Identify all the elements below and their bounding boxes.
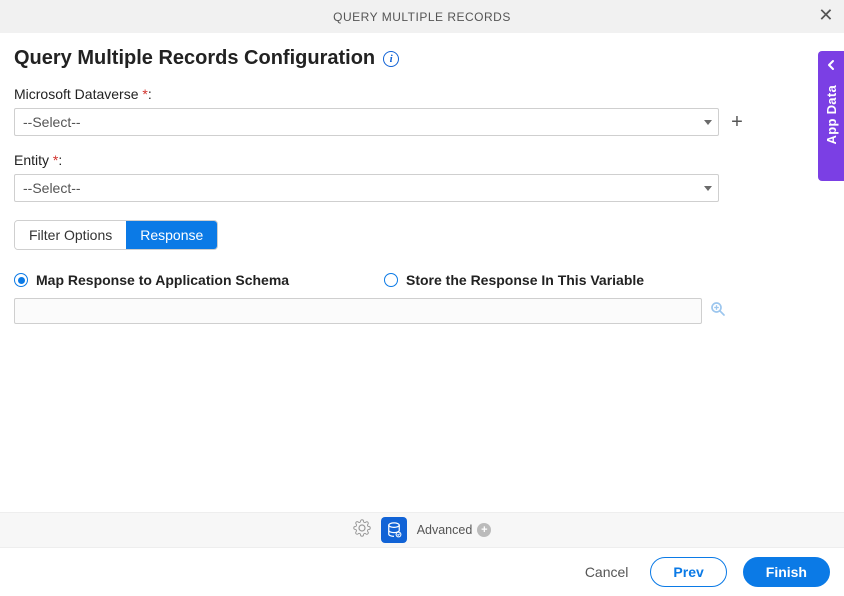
entity-label: Entity [14, 152, 53, 168]
dialog-content: Query Multiple Records Configuration i M… [0, 33, 844, 324]
page-title: Query Multiple Records Configuration [14, 47, 375, 70]
required-marker: * [142, 86, 147, 102]
advanced-bar: Advanced + [0, 512, 844, 548]
gear-icon[interactable] [353, 519, 371, 542]
advanced-toggle[interactable]: Advanced + [417, 523, 492, 537]
entity-select[interactable]: --Select-- [14, 174, 719, 202]
chevron-down-icon [704, 120, 712, 125]
page-title-row: Query Multiple Records Configuration i [14, 47, 830, 70]
advanced-label: Advanced [417, 523, 473, 537]
dataverse-select[interactable]: --Select-- [14, 108, 719, 136]
entity-select-row: --Select-- [14, 174, 830, 202]
dialog-title: QUERY MULTIPLE RECORDS [333, 10, 511, 24]
radio-store-variable[interactable]: Store the Response In This Variable [384, 272, 644, 288]
search-icon[interactable] [710, 301, 726, 322]
radio-store-label: Store the Response In This Variable [406, 272, 644, 288]
dataverse-select-row: --Select-- + [14, 108, 830, 136]
schema-input[interactable] [14, 298, 702, 324]
chevron-down-icon [704, 186, 712, 191]
cancel-button[interactable]: Cancel [579, 564, 635, 580]
entity-label-row: Entity *: [14, 152, 830, 168]
footer-bar: Cancel Prev Finish [0, 548, 844, 596]
dataverse-label-row: Microsoft Dataverse *: [14, 86, 830, 102]
required-marker: * [53, 152, 58, 168]
side-tab-label: App Data [824, 85, 839, 144]
finish-button[interactable]: Finish [743, 557, 830, 587]
app-data-side-tab[interactable]: App Data [818, 51, 844, 181]
tab-filter-options[interactable]: Filter Options [15, 221, 126, 249]
radio-checked-icon [14, 273, 28, 287]
entity-select-value: --Select-- [23, 180, 81, 196]
radio-row: Map Response to Application Schema Store… [14, 272, 830, 288]
close-icon[interactable]: ✕ [818, 6, 834, 24]
add-dataverse-button[interactable]: + [727, 112, 747, 132]
tab-response[interactable]: Response [126, 221, 217, 249]
prev-button[interactable]: Prev [650, 557, 726, 587]
tab-group: Filter Options Response [14, 220, 218, 250]
database-icon[interactable] [381, 517, 407, 543]
chevron-left-icon [825, 59, 837, 71]
plus-circle-icon: + [477, 523, 491, 537]
radio-map-response[interactable]: Map Response to Application Schema [14, 272, 384, 288]
radio-unchecked-icon [384, 273, 398, 287]
dialog-header: QUERY MULTIPLE RECORDS ✕ [0, 0, 844, 33]
dataverse-select-value: --Select-- [23, 114, 81, 130]
schema-input-row [14, 298, 726, 324]
radio-map-label: Map Response to Application Schema [36, 272, 289, 288]
info-icon[interactable]: i [383, 51, 399, 67]
dataverse-label: Microsoft Dataverse [14, 86, 142, 102]
